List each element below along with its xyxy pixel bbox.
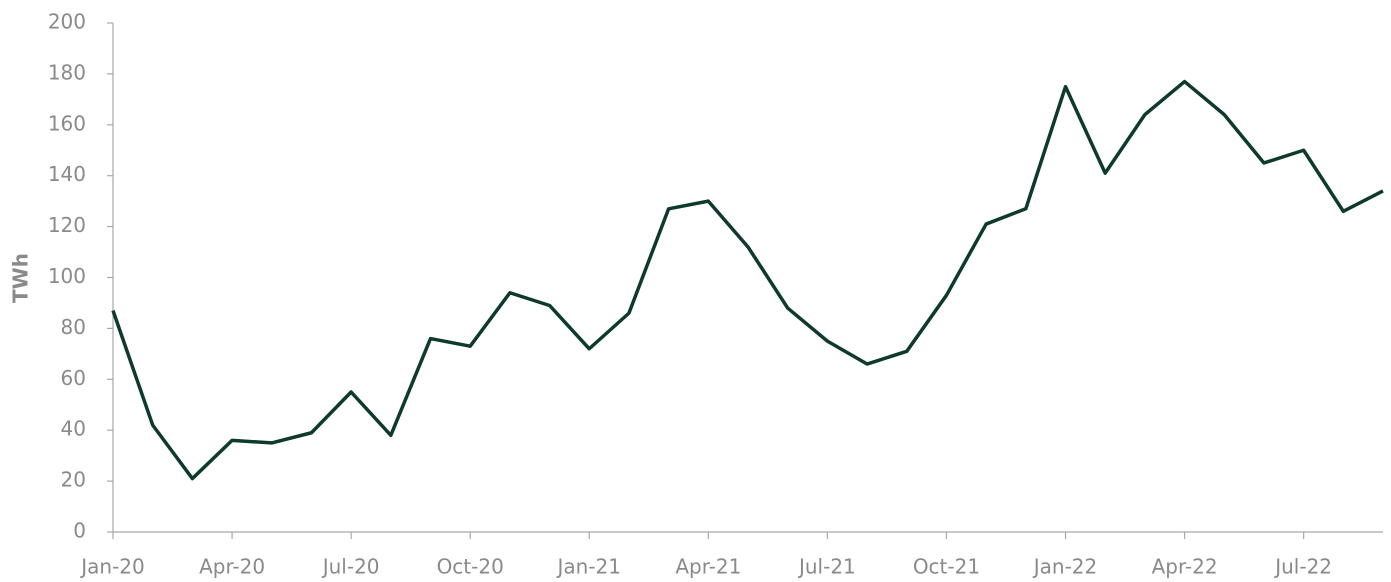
y-tick-label: 180 [48,60,86,84]
x-tick-label: Jan-20 [79,555,145,579]
x-tick-label: Jul-22 [1273,555,1332,579]
x-tick-label: Jul-20 [321,555,380,579]
x-tick-label: Oct-21 [913,555,980,579]
data-line [111,79,1384,481]
y-tick-label: 60 [61,366,86,390]
y-tick-label: 40 [61,417,86,441]
y-tick-label: 120 [48,213,86,237]
y-tick-label: 80 [61,315,86,339]
x-tick-label: Jul-21 [797,555,856,579]
y-tick-label: 0 [73,519,86,543]
x-tick-label: Jan-22 [1032,555,1098,579]
x-tick-label: Jan-21 [556,555,622,579]
y-tick-label: 20 [61,468,86,492]
x-tick-label: Oct-20 [437,555,504,579]
y-tick-label: 200 [48,10,86,34]
y-tick-label: 160 [48,111,86,135]
x-tick-label: Apr-22 [1152,555,1218,579]
x-tick-label: Apr-20 [199,555,265,579]
y-tick-label: 100 [48,264,86,288]
x-tick-label: Apr-21 [675,555,741,579]
y-axis-label: TWh [9,253,33,303]
y-tick-label: 140 [48,162,86,186]
